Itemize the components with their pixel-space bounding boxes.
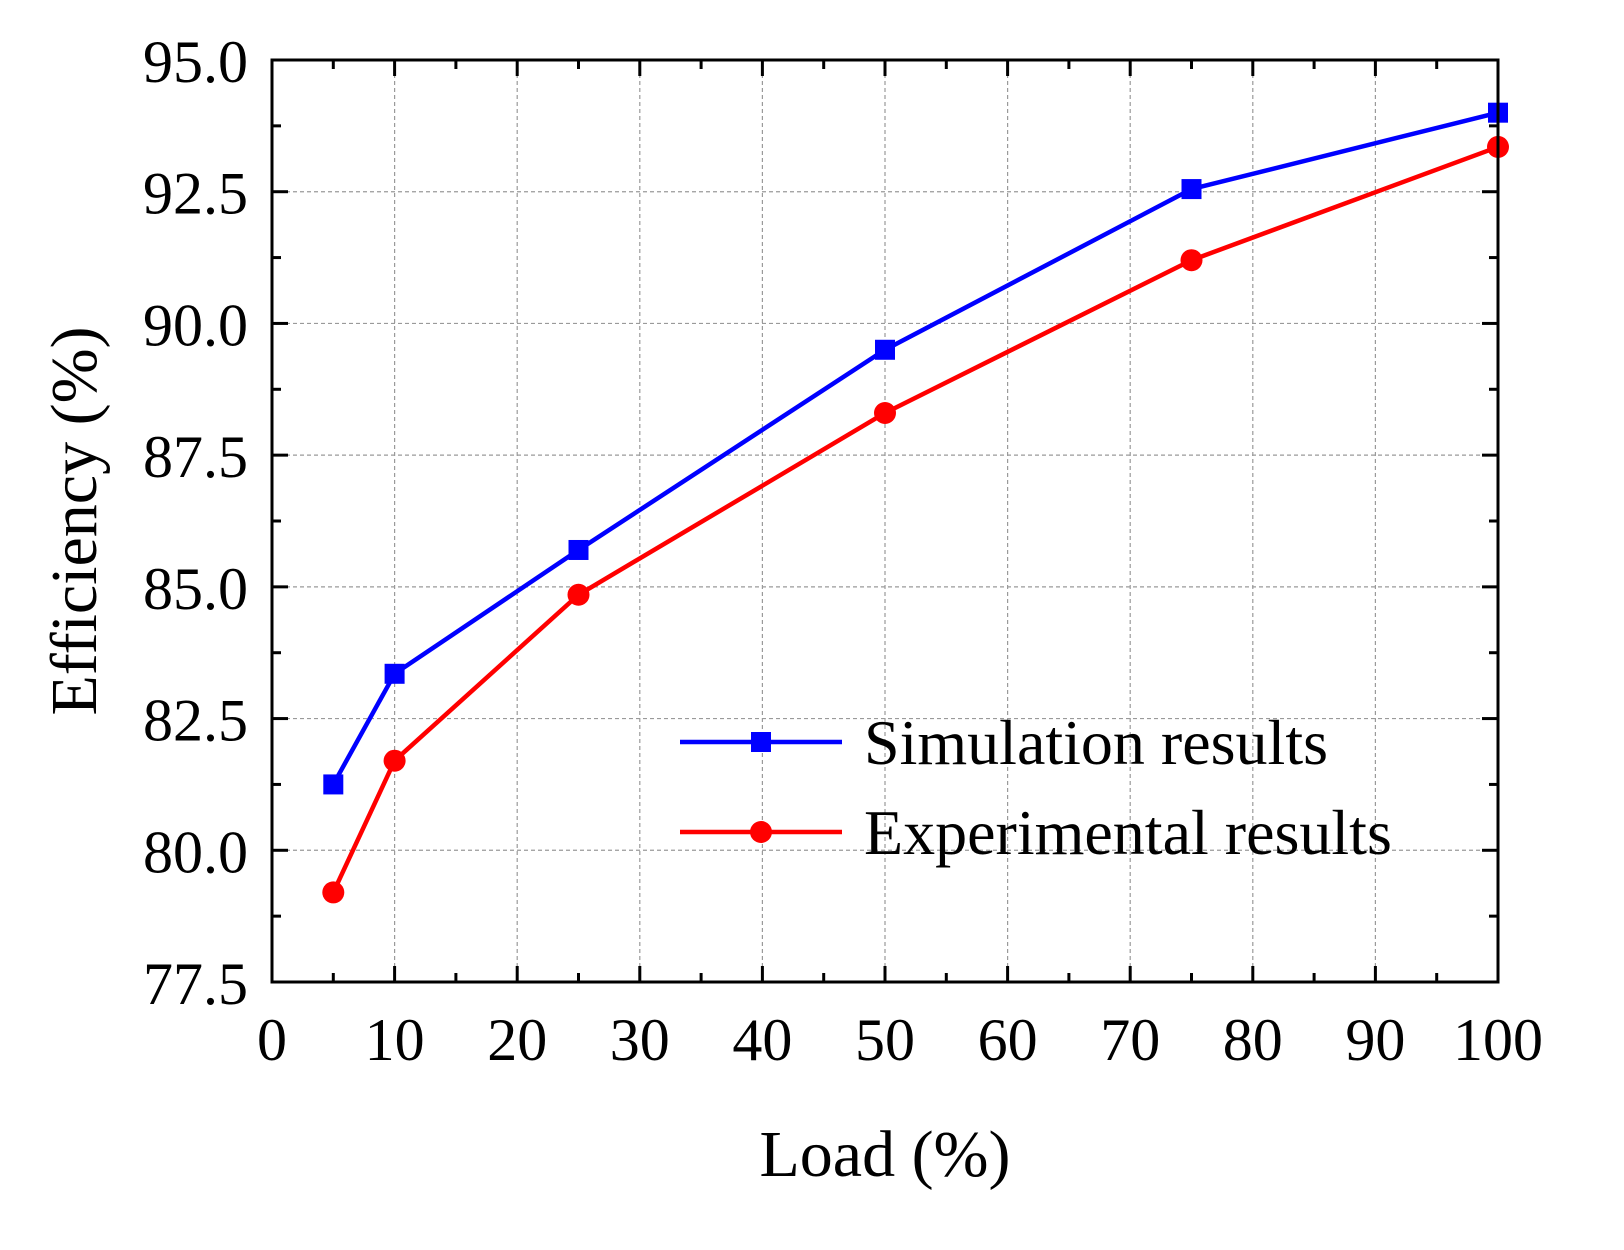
x-tick-label: 30: [610, 1007, 670, 1073]
x-tick-label: 20: [487, 1007, 547, 1073]
series-line: [331, 144, 1499, 894]
y-tick-label: 82.5: [143, 688, 248, 754]
grid-layer: [272, 60, 1498, 982]
y-tick-label: 90.0: [143, 292, 248, 358]
data-point: [383, 749, 406, 772]
series-line: [331, 110, 1499, 786]
data-point: [323, 774, 344, 795]
series-simulation: [323, 102, 1508, 795]
legend-marker: [750, 821, 772, 843]
y-tick-label: 85.0: [143, 556, 248, 622]
legend-item-simulation: Simulation results: [680, 707, 1328, 778]
series-layer: [322, 102, 1509, 904]
x-tick-label: 10: [365, 1007, 425, 1073]
data-point: [568, 539, 589, 560]
y-tick-label: 77.5: [143, 951, 248, 1017]
x-tick-label: 0: [257, 1007, 287, 1073]
data-point: [874, 401, 896, 424]
x-tick-label: 50: [855, 1007, 915, 1073]
legend-marker: [751, 732, 771, 752]
x-tick-label: 60: [978, 1007, 1038, 1073]
data-point: [1180, 249, 1203, 272]
x-tick-label: 40: [732, 1007, 792, 1073]
ticks-layer: [270, 58, 1500, 984]
data-point: [567, 583, 590, 606]
x-axis-label: Load (%): [759, 1118, 1010, 1191]
legend: Simulation results Experimental results: [680, 707, 1392, 868]
x-tick-label: 80: [1223, 1007, 1283, 1073]
tick-labels: 0 10 20 30 40 50 60 70 80 90 100 77.5 80.0 82.5 85.0 87…: [143, 29, 1543, 1073]
y-tick-label: 87.5: [143, 424, 248, 490]
data-point: [322, 881, 345, 904]
legend-item-experimental: Experimental results: [680, 797, 1392, 868]
series-experimental: [322, 135, 1509, 904]
data-point: [875, 339, 895, 360]
data-point: [384, 663, 405, 684]
data-point: [1181, 179, 1202, 200]
legend-label: Experimental results: [864, 797, 1392, 868]
y-tick-label: 80.0: [143, 819, 248, 885]
legend-label: Simulation results: [864, 707, 1328, 778]
y-tick-label: 92.5: [143, 161, 248, 227]
y-axis-label: Efficiency (%): [38, 326, 111, 715]
x-tick-label: 70: [1100, 1007, 1160, 1073]
y-tick-label: 95.0: [143, 29, 248, 95]
x-tick-label: 100: [1453, 1007, 1543, 1073]
x-tick-label: 90: [1345, 1007, 1405, 1073]
